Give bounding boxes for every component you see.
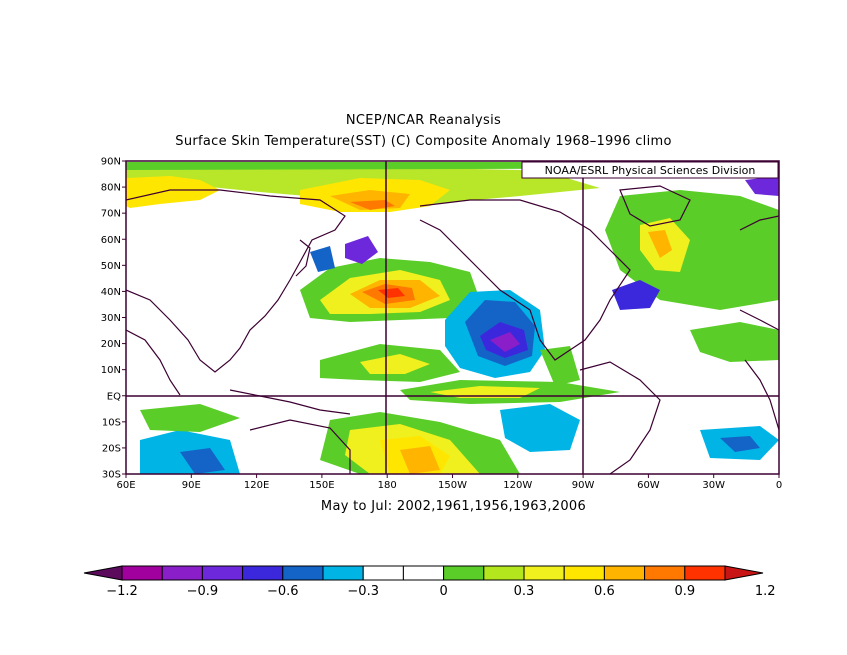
shade-epac-purple: [490, 332, 520, 352]
coast-indonesia: [229, 389, 351, 415]
colorbar-label: 0.3: [514, 584, 535, 599]
colorbar-swatch: [523, 565, 565, 581]
lon-label: 120E: [244, 480, 269, 491]
shade-arctic-purple-east: [745, 176, 779, 196]
shade-natl-orange: [648, 230, 672, 258]
lon-label: 150E: [309, 480, 334, 491]
lon-label: 60E: [116, 480, 135, 491]
lon-label: 90E: [182, 480, 201, 491]
coast-india: [126, 329, 181, 396]
colorbar-swatch: [242, 565, 284, 581]
coast-japan: [295, 239, 311, 277]
lat-label: 70N: [101, 209, 121, 220]
shade-tatl-green: [690, 322, 779, 362]
colorbar-arrow-high: [724, 565, 764, 581]
lat-label: 40N: [101, 287, 121, 298]
colorbar-label: −0.6: [267, 584, 299, 599]
anomaly-shading: [126, 162, 779, 474]
shade-trop-yellow-1: [360, 354, 430, 374]
shade-sepac-cyan: [500, 404, 580, 452]
shade-io-blue: [180, 448, 225, 474]
colorbar-label: 0.6: [594, 584, 615, 599]
title-line-1: NCEP/NCAR Reanalysis: [345, 113, 502, 128]
coast-africa: [739, 309, 779, 431]
lat-label: EQ: [107, 391, 121, 402]
lat-label: 10S: [102, 417, 121, 428]
lat-label: 20S: [102, 443, 121, 454]
shade-natl-blue: [612, 280, 660, 310]
colorbar-swatch: [684, 565, 726, 581]
colorbar-swatch: [443, 565, 485, 581]
colorbar-arrow-low: [83, 565, 123, 581]
coast-greenland: [619, 185, 691, 227]
colorbar-swatch: [282, 565, 324, 581]
colorbar-label: 0.9: [674, 584, 695, 599]
colorbar-swatch: [362, 565, 404, 581]
colorbar-swatch: [483, 565, 525, 581]
lat-label: 30S: [102, 470, 121, 481]
colorbar-labels: −1.2 −0.9 −0.6 −0.3 0 0.3 0.6 0.9 1.2: [106, 584, 775, 599]
colorbar-label: 0: [439, 584, 447, 599]
coast-asia: [126, 189, 346, 373]
colorbar-swatch: [161, 565, 203, 581]
colorbar-swatch: [603, 565, 646, 581]
lat-label: 30N: [101, 313, 121, 324]
lon-label: 30W: [702, 480, 725, 491]
colorbar-swatch: [322, 565, 364, 581]
shade-eq-yellow: [430, 386, 540, 398]
colorbar-swatch: [644, 565, 686, 581]
lat-label: 60N: [101, 235, 121, 246]
lon-label: 0: [776, 480, 782, 491]
lon-label: 180: [378, 480, 397, 491]
lat-label: 80N: [101, 183, 121, 194]
lat-label: 90N: [101, 157, 121, 168]
coast-australia: [249, 419, 351, 474]
shade-arctic-red: [350, 200, 395, 210]
lon-label: 150W: [438, 480, 467, 491]
colorbar-label: 1.2: [755, 584, 776, 599]
colorbar-label: −1.2: [106, 584, 138, 599]
lon-label: 120W: [503, 480, 532, 491]
colorbar-swatch: [402, 565, 445, 581]
lon-label: 60W: [637, 480, 660, 491]
shade-satl-blue: [720, 436, 760, 452]
colorbar-swatch: [201, 565, 244, 581]
composite-years-caption: May to Jul: 2002,1961,1956,1963,2006: [320, 499, 587, 514]
shade-spac-orange: [400, 446, 440, 474]
shade-nwpac-purple: [345, 236, 378, 264]
shade-npac-core: [378, 288, 405, 298]
colorbar: [83, 565, 764, 581]
shade-io-green: [140, 404, 240, 432]
coast-north-america: [419, 199, 631, 361]
lon-label: 90W: [572, 480, 595, 491]
coast-south-america: [579, 361, 661, 474]
colorbar-label: −0.3: [347, 584, 379, 599]
latitude-axis: 90N 80N 70N 60N 50N 40N 30N 20N 10N EQ 10S 20S 30S: [101, 157, 126, 481]
shade-nwpac-blue: [310, 246, 335, 272]
title-line-2: Surface Skin Temperature(SST) (C) Compos…: [175, 134, 672, 149]
coastlines: [126, 185, 779, 474]
lat-label: 50N: [101, 261, 121, 272]
colorbar-label: −0.9: [187, 584, 219, 599]
lat-label: 10N: [101, 365, 121, 376]
lat-label: 20N: [101, 339, 121, 350]
shade-arctic-yellow-west: [126, 176, 220, 208]
shade-centam-green: [540, 346, 580, 386]
colorbar-swatch: [563, 565, 605, 581]
credit-text: NOAA/ESRL Physical Sciences Division: [545, 164, 756, 177]
longitude-axis: 60E 90E 120E 150E 180 150W 120W 90W 60W 30W 0: [116, 474, 782, 491]
coast-europe: [739, 215, 779, 231]
colorbar-swatch: [121, 565, 163, 581]
credit-box: [521, 161, 779, 179]
shade-natl-green: [605, 190, 779, 310]
